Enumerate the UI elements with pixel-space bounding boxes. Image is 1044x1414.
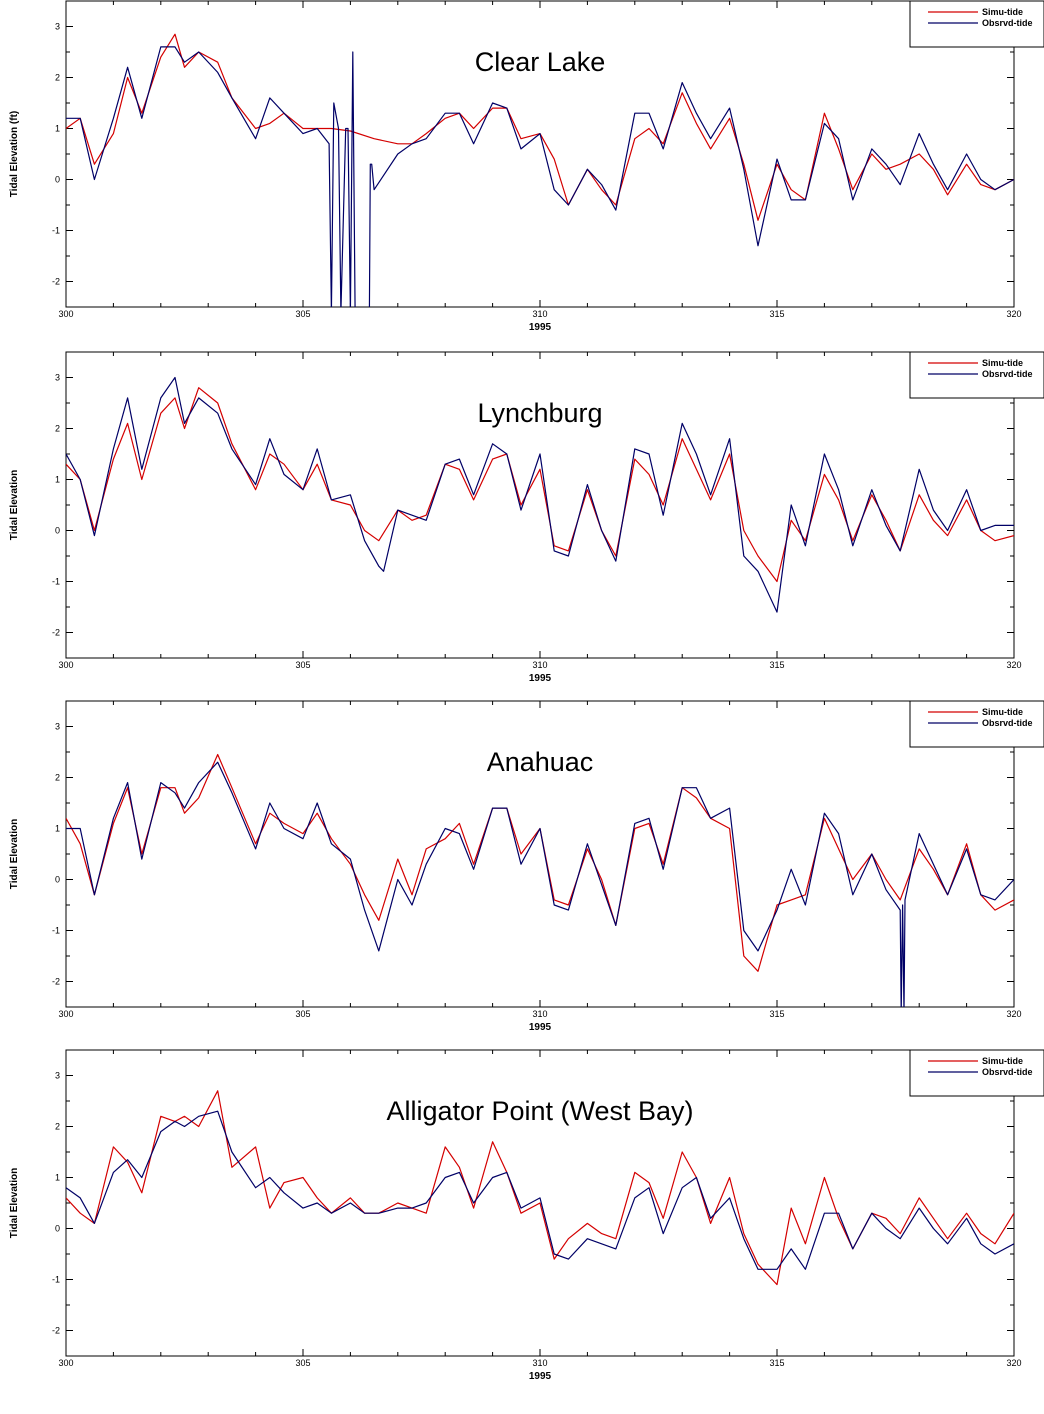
legend-label: Simu-tide <box>982 358 1023 368</box>
x-tick-label: 305 <box>295 1009 310 1019</box>
x-tick-label: 315 <box>769 1009 784 1019</box>
x-axis-title: 1995 <box>529 1022 552 1033</box>
y-tick-label: -1 <box>52 577 60 587</box>
y-tick-label: 3 <box>55 22 60 32</box>
y-axis-title: Tidal Elevation <box>9 819 20 889</box>
x-tick-label: 320 <box>1006 660 1021 670</box>
legend-label: Simu-tide <box>982 1056 1023 1066</box>
y-tick-label: 2 <box>55 1122 60 1132</box>
x-tick-label: 315 <box>769 309 784 319</box>
y-tick-label: 1 <box>55 1173 60 1183</box>
chart-panel-1: 300 305 310 315 320 -2 -1 0 1 2 3 1995 Tidal Elevati… <box>9 0 1044 333</box>
y-axis-title: Tidal Elevation (ft) <box>9 111 20 198</box>
series-line-observed <box>66 1110 1014 1270</box>
series-line-observed <box>66 761 1014 1007</box>
legend-box <box>909 700 1044 748</box>
y-tick-label: 3 <box>55 722 60 732</box>
x-tick-label: 305 <box>295 309 310 319</box>
chart-panel-3: 300 305 310 315 320 -2 -1 0 1 2 3 1995 Tidal Elevati… <box>9 700 1044 1033</box>
legend-label: Simu-tide <box>982 707 1023 717</box>
legend-label: Obsrvd-tide <box>982 1067 1033 1077</box>
x-tick-label: 310 <box>532 1009 547 1019</box>
y-tick-label: 0 <box>55 875 60 885</box>
y-tick-label: -2 <box>52 628 60 638</box>
y-tick-label: -2 <box>52 277 60 287</box>
y-tick-label: 1 <box>55 124 60 134</box>
x-tick-label: 300 <box>58 1009 73 1019</box>
y-axis-title: Tidal Elevation <box>9 1168 20 1238</box>
legend-box <box>909 1049 1044 1097</box>
x-axis-title: 1995 <box>529 673 552 684</box>
x-tick-label: 300 <box>58 309 73 319</box>
series-line-simulated <box>66 387 1014 583</box>
y-tick-label: 1 <box>55 824 60 834</box>
x-tick-label: 320 <box>1006 1358 1021 1368</box>
x-tick-label: 300 <box>58 660 73 670</box>
chart-panel-4: 300 305 310 315 320 -2 -1 0 1 2 3 1995 Tidal Elevati… <box>9 1049 1044 1382</box>
x-tick-label: 305 <box>295 660 310 670</box>
y-tick-label: 0 <box>55 1224 60 1234</box>
y-tick-label: 2 <box>55 773 60 783</box>
series-line-observed <box>66 46 1014 307</box>
x-axis-title: 1995 <box>529 1371 552 1382</box>
x-tick-label: 320 <box>1006 1009 1021 1019</box>
x-tick-label: 305 <box>295 1358 310 1368</box>
legend-box <box>909 351 1044 399</box>
y-tick-label: 3 <box>55 373 60 383</box>
y-tick-label: -1 <box>52 1275 60 1285</box>
legend-label: Obsrvd-tide <box>982 369 1033 379</box>
x-tick-label: 310 <box>532 660 547 670</box>
x-axis-title: 1995 <box>529 322 552 333</box>
legend-label: Obsrvd-tide <box>982 718 1033 728</box>
station-title: Lynchburg <box>477 398 602 428</box>
station-title: Alligator Point (West Bay) <box>386 1096 693 1126</box>
y-tick-label: 2 <box>55 73 60 83</box>
station-title: Anahuac <box>487 747 594 777</box>
x-tick-label: 320 <box>1006 309 1021 319</box>
chart-panel-2: 300 305 310 315 320 -2 -1 0 1 2 3 1995 Tidal Elevati… <box>9 351 1044 684</box>
series-line-observed <box>66 376 1014 613</box>
series-line-simulated <box>66 753 1014 972</box>
y-tick-label: 0 <box>55 526 60 536</box>
x-tick-label: 315 <box>769 660 784 670</box>
x-tick-label: 310 <box>532 1358 547 1368</box>
x-tick-label: 315 <box>769 1358 784 1368</box>
series-line-simulated <box>66 33 1014 221</box>
legend-box <box>909 0 1044 48</box>
x-tick-label: 310 <box>532 309 547 319</box>
y-tick-label: -1 <box>52 926 60 936</box>
station-title: Clear Lake <box>475 47 606 77</box>
y-tick-label: -2 <box>52 1326 60 1336</box>
y-tick-label: 3 <box>55 1071 60 1081</box>
y-tick-label: 2 <box>55 424 60 434</box>
y-tick-label: -1 <box>52 226 60 236</box>
x-tick-label: 300 <box>58 1358 73 1368</box>
y-tick-label: -2 <box>52 977 60 987</box>
y-axis-title: Tidal Elevation <box>9 470 20 540</box>
y-tick-label: 0 <box>55 175 60 185</box>
legend-label: Simu-tide <box>982 7 1023 17</box>
y-tick-label: 1 <box>55 475 60 485</box>
legend-label: Obsrvd-tide <box>982 18 1033 28</box>
